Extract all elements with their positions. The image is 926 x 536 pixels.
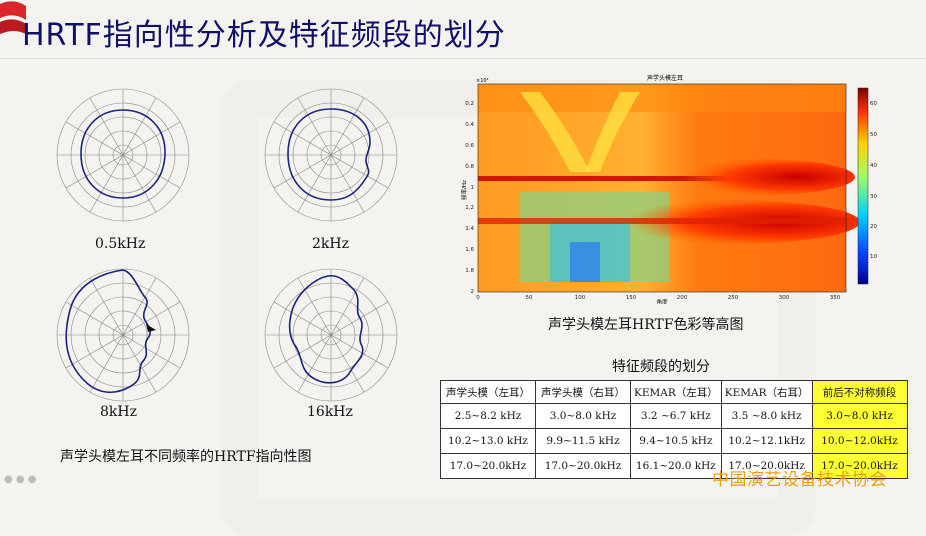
y-tick-label: 0.4 — [465, 122, 474, 128]
colorbar-tick-label: 20 — [870, 224, 877, 230]
logo-icon — [0, 1, 26, 34]
y-tick-label: 0.8 — [465, 164, 474, 170]
polar-caption-0-5khz: 0.5kHz — [95, 236, 146, 252]
table-cell: 10.0~12.0kHz — [811, 428, 908, 454]
colorbar-tick-label: 60 — [870, 101, 877, 107]
y-tick-label: 1.2 — [465, 205, 474, 211]
heatmap-plot-area — [478, 84, 860, 292]
y-tick-label: 1.4 — [465, 226, 474, 232]
x-tick-label: 50 — [526, 295, 533, 301]
polar-figure-caption: 声学头模左耳不同频率的HRTF指向性图 — [60, 449, 312, 465]
x-tick-label: 350 — [830, 295, 841, 301]
title-divider — [0, 58, 926, 59]
bands-table-title: 特征频段的划分 — [612, 359, 710, 375]
table-header-cell: 声学头模（右耳） — [535, 380, 631, 404]
y-tick-label: 1 — [471, 185, 475, 191]
table-header-cell: KEMAR（左耳） — [630, 380, 722, 404]
table-row: 10.2~13.0 kHz 9.9~11.5 kHz 9.4~10.5 kHz … — [440, 428, 908, 454]
table-cell: 3.2 ~6.7 kHz — [630, 403, 722, 429]
table-cell: 17.0~20.0kHz — [720, 453, 813, 479]
heatmap-caption: 声学头模左耳HRTF色彩等高图 — [548, 317, 744, 333]
polar-plot-16khz — [264, 268, 398, 402]
table-header-row: 声学头模（左耳） 声学头模（右耳） KEMAR（左耳） KEMAR（右耳） 前后… — [440, 380, 908, 404]
table-cell: 17.0~20.0kHz — [811, 453, 908, 479]
table-header-cell: KEMAR（右耳） — [720, 380, 813, 404]
organization-watermark: 中国演艺设备技术协会 — [712, 470, 887, 490]
x-tick-label: 300 — [779, 295, 790, 301]
x-tick-label: 250 — [728, 295, 739, 301]
table-cell: 2.5~8.2 kHz — [440, 403, 536, 429]
table-cell: 9.4~10.5 kHz — [630, 428, 722, 454]
table-header-cell: 声学头模（左耳） — [440, 380, 536, 404]
table-cell: 10.2~13.0 kHz — [440, 428, 536, 454]
polar-caption-2khz: 2kHz — [312, 236, 349, 252]
heatmap-title: 声学头模左耳 — [647, 74, 683, 82]
table-cell: 10.2~12.1kHz — [720, 428, 813, 454]
x-tick-label: 150 — [626, 295, 637, 301]
heatmap-x-label: 角度 — [656, 298, 668, 304]
table-row: 2.5~8.2 kHz 3.0~8.0 kHz 3.2 ~6.7 kHz 3.5… — [440, 403, 908, 429]
slide-title: HRTF指向性分析及特征频段的划分 — [22, 18, 506, 53]
polar-caption-8khz: 8kHz — [100, 404, 137, 420]
hrtf-heatmap-chart: 声学头模左耳 ×10⁴ 0.2 0.4 0.6 0.8 1 1.2 1.4 1.… — [460, 74, 877, 304]
y-tick-label: 0.6 — [465, 143, 474, 149]
polar-plot-0-5khz — [56, 88, 190, 222]
y-tick-label: 1.6 — [465, 247, 474, 253]
colorbar-tick-label: 30 — [870, 194, 877, 200]
polar-plot-8khz — [56, 268, 190, 402]
colorbar-tick-label: 50 — [870, 132, 877, 138]
table-row: 17.0~20.0kHz 17.0~20.0kHz 16.1~20.0 kHz … — [440, 453, 908, 479]
table-cell: 3.0~8.0 kHz — [811, 403, 908, 429]
table-cell: 3.0~8.0 kHz — [535, 403, 631, 429]
x-tick-label: 100 — [575, 295, 586, 301]
table-header-cell: 前后不对称频段 — [811, 380, 908, 404]
y-tick-label: 2 — [471, 289, 475, 295]
table-cell: 17.0~20.0kHz — [535, 453, 631, 479]
bands-table: 声学头模（左耳） 声学头模（右耳） KEMAR（左耳） KEMAR（右耳） 前后… — [440, 380, 908, 479]
polar-plot-2khz — [264, 88, 398, 222]
colorbar-tick-label: 40 — [870, 163, 877, 169]
x-tick-label: 0 — [476, 295, 480, 301]
y-tick-label: 0.2 — [465, 101, 474, 107]
heatmap-colorbar — [857, 87, 869, 285]
slide-progress-dots: ● ● ● — [4, 474, 37, 485]
heatmap-y-label: 频率/Hz — [460, 180, 468, 200]
table-cell: 17.0~20.0kHz — [440, 453, 536, 479]
y-tick-label: 1.8 — [465, 268, 474, 274]
table-cell: 9.9~11.5 kHz — [535, 428, 631, 454]
heatmap-y-multiplier: ×10⁴ — [476, 78, 489, 84]
table-cell: 16.1~20.0 kHz — [630, 453, 722, 479]
table-cell: 3.5 ~8.0 kHz — [720, 403, 813, 429]
x-tick-label: 200 — [677, 295, 688, 301]
colorbar-tick-label: 10 — [870, 254, 877, 260]
polar-caption-16khz: 16kHz — [307, 404, 353, 420]
